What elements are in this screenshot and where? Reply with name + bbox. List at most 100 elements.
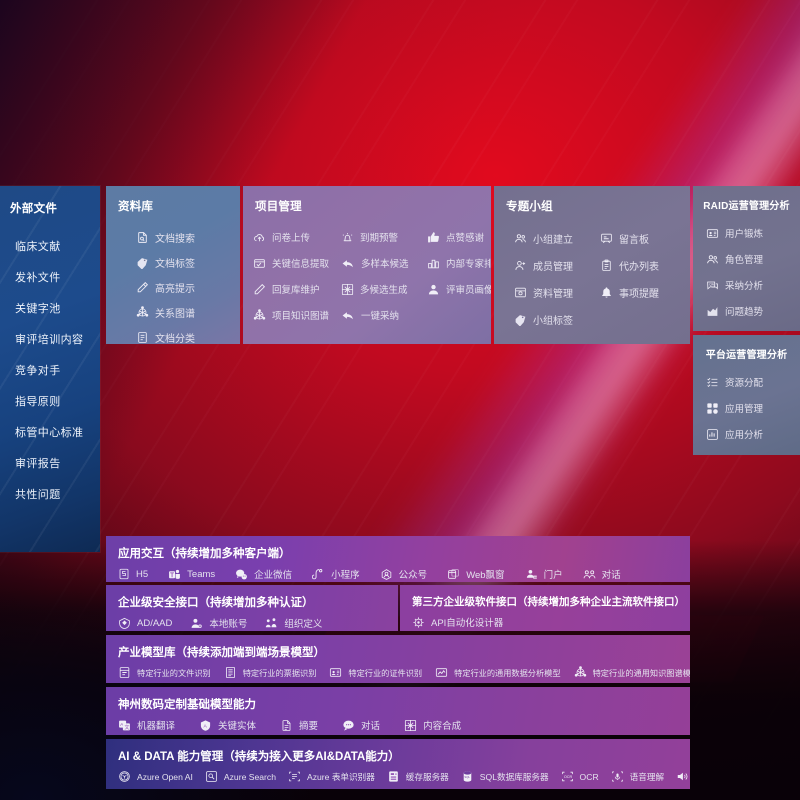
tile-app-management[interactable]: 应用管理 <box>706 395 800 421</box>
tile-document-category[interactable]: 文档分类 <box>136 325 240 344</box>
tile-content-synthesis[interactable]: 内容合成 <box>404 718 461 732</box>
dialog-people-icon <box>583 568 596 581</box>
tile-user-training[interactable]: 用户锻炼 <box>706 220 800 246</box>
tile-thanks-like[interactable]: 点赞感谢 <box>427 224 491 250</box>
tile-todo-list[interactable]: 代办列表 <box>600 252 690 279</box>
tile-reviewer-portrait[interactable]: 评审员画像 <box>427 276 491 302</box>
svg-text:OCR: OCR <box>563 775 572 779</box>
document-search-icon <box>136 231 149 244</box>
tile-resource-allocation[interactable]: 资源分配 <box>706 369 800 395</box>
tile-dialog[interactable]: 对话 <box>583 567 621 581</box>
tile-h5[interactable]: H5 <box>118 568 148 580</box>
tile-cache-server[interactable]: 缓存服务器 <box>387 770 449 783</box>
tile-ocr[interactable]: OCR OCR <box>561 770 599 783</box>
tile-adoption-analysis[interactable]: QA 采纳分析 <box>706 272 800 298</box>
tile-label: 点赞感谢 <box>446 233 485 244</box>
sidebar-item-competitors[interactable]: 竞争对手 <box>15 365 61 377</box>
tile-local-account[interactable]: 本地账号 <box>190 616 247 630</box>
sidebar-item-standards-center[interactable]: 标管中心标准 <box>15 427 84 439</box>
svg-text:A: A <box>203 723 207 729</box>
tile-app-analysis[interactable]: 应用分析 <box>706 421 800 447</box>
tile-portal[interactable]: 门户 <box>525 567 563 581</box>
tile-label: 本地账号 <box>209 619 248 630</box>
row-title-base-models: 神州数码定制基础模型能力 <box>118 699 256 711</box>
person-portrait-icon <box>427 283 440 296</box>
sidebar-item-common-issues[interactable]: 共性问题 <box>15 489 61 501</box>
tile-expiry-alert[interactable]: 到期预警 <box>341 224 427 250</box>
summary-doc-icon <box>280 719 293 732</box>
bell-icon <box>600 286 613 299</box>
tile-label: 小组标签 <box>533 316 573 327</box>
tile-summary[interactable]: 摘要 <box>280 718 318 732</box>
tile-project-knowledge-graph[interactable]: 项目知识图谱 <box>253 302 341 328</box>
tile-industry-invoice-recognition[interactable]: 特定行业的票据识别 <box>224 666 316 679</box>
platform-analysis-list: 资源分配 应用管理 <box>693 369 800 447</box>
tile-industry-id-recognition[interactable]: 特定行业的证件识别 <box>329 666 422 679</box>
tile-web-popup[interactable]: Web飘窗 <box>447 567 505 581</box>
tile-reply-library-maintain[interactable]: 回复库维护 <box>253 276 341 302</box>
tile-wecom[interactable]: 企业微信 <box>235 567 292 581</box>
id-card-icon <box>329 666 342 679</box>
tile-highlight-hint[interactable]: 高亮提示 <box>136 275 240 300</box>
tile-role-management[interactable]: 角色管理 <box>706 246 800 272</box>
translate-icon: A 文 <box>118 719 131 732</box>
sidebar-item-review-report[interactable]: 审评报告 <box>15 458 61 470</box>
tile-speech-understanding[interactable]: 语音理解 <box>611 770 664 783</box>
tile-group-tag[interactable]: 小组标签 <box>514 306 600 333</box>
tile-document-search[interactable]: 文档搜索 <box>136 225 240 250</box>
wecom-icon <box>235 568 248 581</box>
tile-api-auto-designer[interactable]: API自动化设计器 <box>412 615 503 629</box>
tile-label: SQL数据库服务器 <box>479 771 549 782</box>
tile-azure-form-recognizer[interactable]: Azure 表单识别器 <box>288 770 375 783</box>
tile-miniprogram[interactable]: 小程序 <box>312 567 360 581</box>
sidebar-item-guidelines[interactable]: 指导原则 <box>15 396 61 408</box>
tile-industry-file-recognition[interactable]: 特定行业的文件识别 <box>118 666 211 679</box>
tile-tts[interactable]: TTS <box>676 770 690 783</box>
tile-label: Teams <box>187 568 216 580</box>
tile-one-click-adopt[interactable]: 一键采纳 <box>341 302 427 328</box>
tile-message-board[interactable]: 留言板 <box>600 225 690 252</box>
tile-issue-trend[interactable]: 问题趋势 <box>706 298 800 324</box>
tile-label: 小程序 <box>331 570 360 581</box>
tile-label: 内容合成 <box>423 721 462 732</box>
tile-label: 采纳分析 <box>725 281 764 292</box>
tile-azure-open-ai[interactable]: Azure Open AI <box>118 770 193 783</box>
tile-key-info-extract[interactable]: 关键信息提取 <box>253 250 341 276</box>
tile-group-create[interactable]: 小组建立 <box>514 225 600 252</box>
row-industry-models: 产业模型库（持续添加端到端场景模型） 特定行业的文件识别 <box>106 635 690 683</box>
tile-dialog-model[interactable]: 对话 <box>342 718 380 732</box>
tile-key-entity[interactable]: A 关键实体 <box>199 718 256 732</box>
trend-chart-icon <box>706 305 719 318</box>
tile-label: 特定行业的通用数据分析模型 <box>454 668 561 678</box>
tile-industry-data-analysis-model[interactable]: 特定行业的通用数据分析模型 <box>435 666 561 679</box>
tile-label: 问卷上传 <box>272 233 311 244</box>
tile-material-management[interactable]: 资料管理 <box>514 279 600 306</box>
sidebar-item-clinical-literature[interactable]: 临床文献 <box>15 241 61 253</box>
tile-label: Web飘窗 <box>466 570 505 581</box>
tile-questionnaire-upload[interactable]: 问卷上传 <box>253 224 341 250</box>
tile-member-management[interactable]: 成员管理 <box>514 252 600 279</box>
tile-organization-definition[interactable]: 组织定义 <box>265 616 322 630</box>
tile-azure-search[interactable]: Azure Search <box>205 770 276 783</box>
message-board-icon <box>600 232 613 245</box>
sidebar-item-supplement-docs[interactable]: 发补文件 <box>15 272 61 284</box>
tile-item-reminder[interactable]: 事项提醒 <box>600 279 690 306</box>
svg-text:SQL: SQL <box>464 775 470 779</box>
tile-sql-database-server[interactable]: SQL SQL数据库服务器 <box>461 770 549 783</box>
tile-relation-graph[interactable]: 关系图谱 <box>136 300 240 325</box>
tile-teams[interactable]: Teams <box>168 568 215 581</box>
tile-internal-expert-ranking[interactable]: 内部专家排名 <box>427 250 491 276</box>
tile-machine-translation[interactable]: A 文 机器翻译 <box>118 718 175 732</box>
tile-document-tag[interactable]: 文档标签 <box>136 250 240 275</box>
tile-multi-candidate-generate[interactable]: 多候选生成 <box>341 276 427 302</box>
tile-ad-aad[interactable]: AD/AAD <box>118 617 172 630</box>
thumbs-up-icon <box>427 231 440 244</box>
tile-label: H5 <box>136 568 149 580</box>
portal-icon <box>525 568 538 581</box>
tile-industry-knowledge-graph-model[interactable]: 特定行业的通用知识图谱模型 <box>574 666 690 679</box>
tile-official-account[interactable]: 公众号 <box>380 567 427 581</box>
tile-multi-sample-candidate[interactable]: 多样本候选 <box>341 250 427 276</box>
sidebar-item-review-training[interactable]: 审评培训内容 <box>15 334 84 346</box>
pen-icon <box>253 283 266 296</box>
sidebar-item-keyword-pool[interactable]: 关键字池 <box>15 303 61 315</box>
